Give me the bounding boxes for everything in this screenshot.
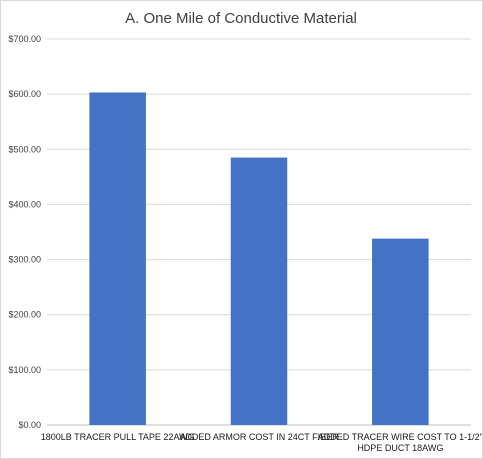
bars — [89, 92, 429, 426]
chart-title: A. One Mile of Conductive Material — [125, 10, 357, 27]
y-tick-label: $200.00 — [8, 310, 41, 320]
y-axis-tick-labels: $0.00 $100.00 $200.00 $300.00 $400.00 $500.00… — [8, 34, 41, 430]
y-tick-label: $600.00 — [8, 89, 41, 99]
y-tick-label: $300.00 — [8, 255, 41, 265]
y-tick-label: $400.00 — [8, 199, 41, 209]
bar — [230, 157, 288, 426]
x-category-label: ADDED TRACER WIRE COST TO 1-1/2" HDPE DUC… — [318, 432, 482, 453]
bar — [372, 238, 429, 425]
bar — [89, 92, 146, 425]
x-category-label: 1800LB TRACER PULL TAPE 22AWG — [41, 432, 195, 442]
x-category-label: ADDED ARMOR COST IN 24CT FIBER — [179, 432, 339, 442]
y-tick-label: $0.00 — [18, 420, 41, 430]
y-tick-label: $500.00 — [8, 144, 41, 154]
y-tick-label: $100.00 — [8, 365, 41, 375]
y-tick-label: $700.00 — [8, 34, 41, 44]
